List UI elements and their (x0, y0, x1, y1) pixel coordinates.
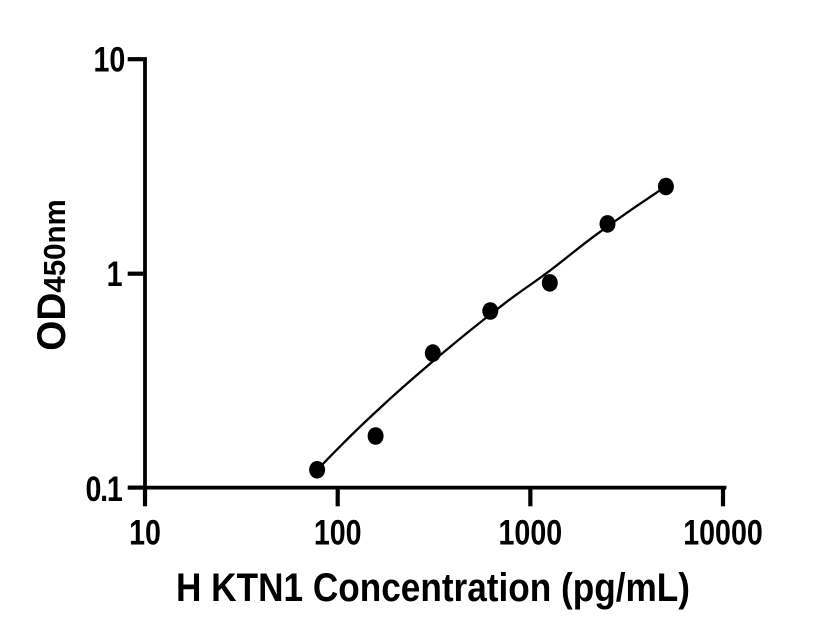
svg-text:10: 10 (129, 513, 161, 552)
svg-text:10: 10 (93, 40, 125, 79)
svg-text:0.1: 0.1 (85, 469, 122, 508)
svg-text:1: 1 (107, 254, 123, 293)
svg-text:1000: 1000 (499, 513, 563, 552)
svg-text:10000: 10000 (683, 513, 763, 552)
svg-text:H KTN1 Concentration (pg/mL): H KTN1 Concentration (pg/mL) (176, 565, 690, 610)
svg-text:100: 100 (314, 513, 362, 552)
